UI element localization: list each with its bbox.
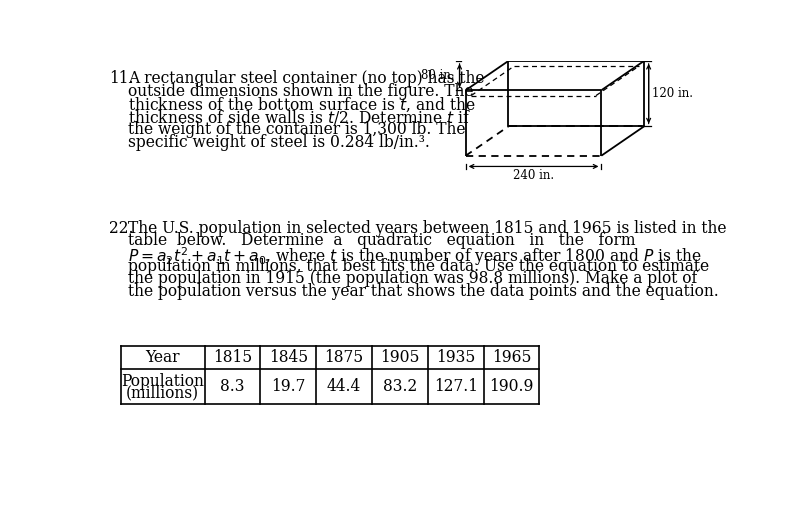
Text: table  below.   Determine  a   quadratic   equation   in   the   form: table below. Determine a quadratic equat… [127, 232, 634, 249]
Text: 1815: 1815 [212, 349, 251, 366]
Text: 190.9: 190.9 [489, 378, 533, 395]
Text: the population in 1915 (the population was 98.8 millions). Make a plot of: the population in 1915 (the population w… [127, 270, 696, 288]
Text: The U.S. population in selected years between 1815 and 1965 is listed in the: The U.S. population in selected years be… [127, 219, 726, 237]
Text: 44.4: 44.4 [327, 378, 361, 395]
Text: Year: Year [145, 349, 180, 366]
Text: 1965: 1965 [491, 349, 530, 366]
Text: 1875: 1875 [324, 349, 363, 366]
Text: specific weight of steel is 0.284 lb/in.³.: specific weight of steel is 0.284 lb/in.… [127, 134, 429, 151]
Text: 240 in.: 240 in. [513, 169, 553, 182]
Text: 80 in.: 80 in. [421, 69, 454, 82]
Text: A rectangular steel container (no top) has the: A rectangular steel container (no top) h… [127, 70, 483, 87]
Text: 11.: 11. [109, 70, 134, 87]
Text: 83.2: 83.2 [382, 378, 417, 395]
Text: 22.: 22. [109, 219, 134, 237]
Text: (millions): (millions) [126, 384, 199, 401]
Text: 19.7: 19.7 [271, 378, 305, 395]
Text: 1935: 1935 [436, 349, 474, 366]
Text: outside dimensions shown in the figure. The: outside dimensions shown in the figure. … [127, 83, 473, 100]
Text: the population versus the year that shows the data points and the equation.: the population versus the year that show… [127, 283, 718, 300]
Text: 127.1: 127.1 [433, 378, 477, 395]
Text: $P = a_2t^2 + a_1t + a_0$, where $t$ is the number of years after 1800 and $P$ i: $P = a_2t^2 + a_1t + a_0$, where $t$ is … [127, 245, 701, 268]
Text: population in millions, that best fits the data. Use the equation to estimate: population in millions, that best fits t… [127, 258, 708, 275]
Text: 8.3: 8.3 [220, 378, 244, 395]
Text: the weight of the container is 1,300 lb. The: the weight of the container is 1,300 lb.… [127, 121, 465, 138]
Text: thickness of side walls is $t$/2. Determine $t$ if: thickness of side walls is $t$/2. Determ… [127, 108, 470, 128]
Text: 120 in.: 120 in. [651, 87, 692, 100]
Text: Population: Population [121, 373, 204, 390]
Text: 1905: 1905 [380, 349, 419, 366]
Text: 1845: 1845 [268, 349, 307, 366]
Text: thickness of the bottom surface is $t$, and the: thickness of the bottom surface is $t$, … [127, 96, 475, 114]
